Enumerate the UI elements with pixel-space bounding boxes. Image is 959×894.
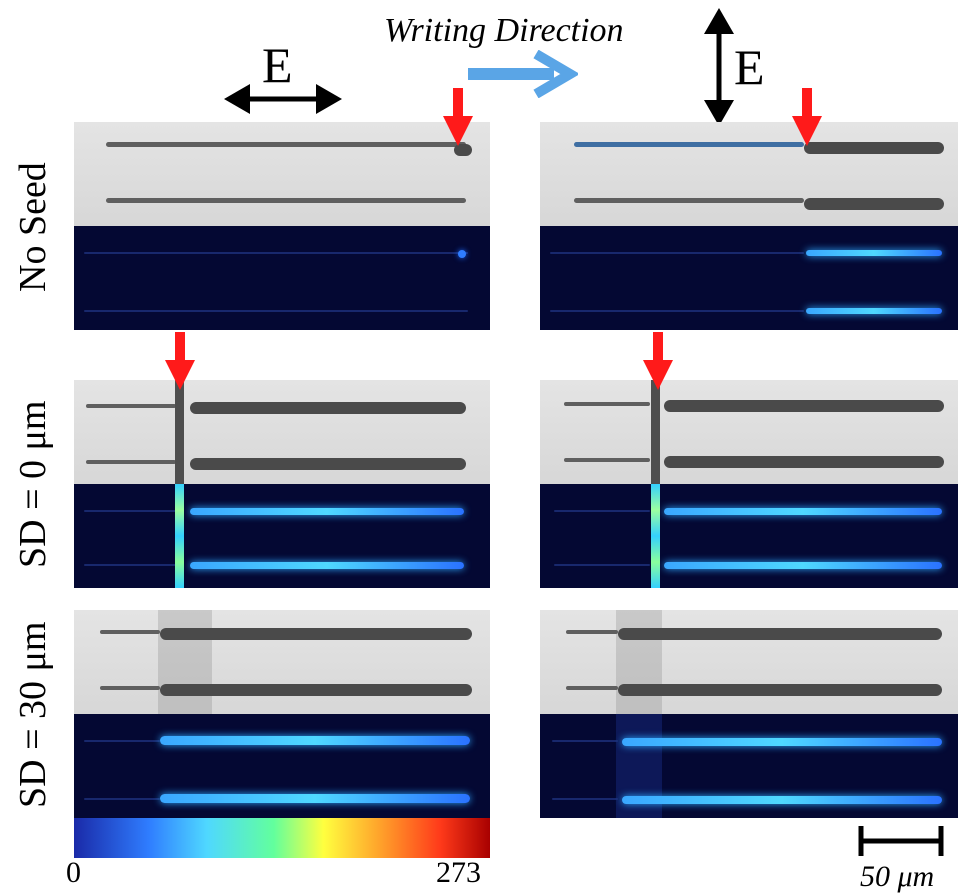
vertical-double-arrow-icon xyxy=(704,8,734,126)
red-arrow-marker-icon xyxy=(165,332,195,390)
horizontal-double-arrow-icon xyxy=(224,84,342,114)
panel-sd30-left-fluorescence xyxy=(74,714,490,818)
red-arrow-marker-icon xyxy=(792,88,822,146)
writing-direction-label: Writing Direction xyxy=(384,12,624,49)
panel-sd0-right-optical xyxy=(540,380,958,484)
scale-bar-label: 50 μm xyxy=(860,860,935,893)
panel-noseed-right-fluorescence xyxy=(540,226,958,330)
red-arrow-marker-icon xyxy=(443,88,473,146)
writing-direction-arrow-icon xyxy=(468,50,578,98)
panel-sd30-right-fluorescence xyxy=(540,714,958,818)
e-field-label-left: E xyxy=(262,37,293,93)
panel-sd30-left-optical xyxy=(74,610,490,714)
panel-noseed-right-optical xyxy=(540,122,958,226)
panel-sd30-right-optical xyxy=(540,610,958,714)
e-field-label-right: E xyxy=(734,39,765,95)
panel-sd0-left-fluorescence xyxy=(74,484,490,588)
panel-sd0-left-optical xyxy=(74,380,490,484)
colorbar xyxy=(74,818,490,858)
panel-noseed-left-fluorescence xyxy=(74,226,490,330)
red-arrow-marker-icon xyxy=(643,332,673,390)
colorbar-max-label: 273 xyxy=(436,856,481,889)
scale-bar xyxy=(858,826,944,856)
row-label-sd-30: SD = 30 μm xyxy=(12,621,54,808)
row-label-sd-0: SD = 0 μm xyxy=(12,400,54,568)
panel-noseed-left-optical xyxy=(74,122,490,226)
colorbar-min-label: 0 xyxy=(66,856,81,889)
panel-sd0-right-fluorescence xyxy=(540,484,958,588)
row-label-no-seed: No Seed xyxy=(12,162,54,292)
